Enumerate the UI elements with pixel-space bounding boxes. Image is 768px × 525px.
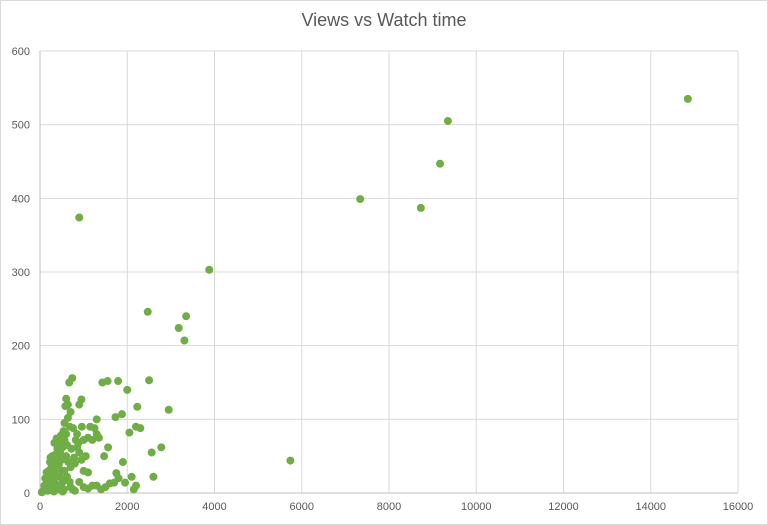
y-tick-labels: 0 100 200 300 400 500 600 [12,46,30,500]
data-point [104,443,113,452]
data-point [70,486,79,495]
data-point [121,478,130,487]
data-point [60,419,69,428]
data-point [145,376,154,385]
data-point [416,203,425,212]
data-point [88,435,97,444]
data-point [123,385,132,394]
data-point [48,463,57,472]
data-point [67,444,76,453]
data-point [70,453,79,462]
x-tick-label: 14000 [635,501,666,513]
data-point [111,413,120,422]
data-point [59,427,68,436]
data-point [94,433,103,442]
data-point [133,402,142,411]
data-point [54,440,63,449]
y-tick-label: 400 [12,193,30,205]
grid-lines [40,50,739,493]
data-point [118,458,127,467]
x-tick-label: 4000 [202,501,226,513]
x-tick-label: 16000 [723,501,754,513]
data-point [286,456,295,465]
data-point [149,472,158,481]
data-point [114,377,123,386]
data-point [92,415,101,424]
data-point [79,466,88,475]
data-point [174,323,183,332]
x-tick-label: 12000 [548,501,579,513]
data-point [37,488,46,497]
x-tick-label: 2000 [115,501,139,513]
data-point [83,484,92,493]
data-point [66,463,75,472]
x-tick-label: 8000 [377,501,401,513]
data-point [98,378,107,387]
data-point [86,422,95,431]
y-tick-label: 0 [24,488,30,500]
data-point [74,438,83,447]
data-point [75,213,84,222]
data-point [44,472,53,481]
data-point [182,312,191,321]
y-tick-label: 600 [12,46,30,58]
data-point [49,487,58,496]
y-tick-label: 200 [12,341,30,353]
data-point [131,422,140,431]
data-point [127,472,136,481]
data-point [46,453,55,462]
data-point [75,400,84,409]
data-point [129,485,138,494]
chart-title: Views vs Watch time [301,10,467,30]
x-tick-label: 0 [37,501,43,513]
data-points [37,94,692,497]
data-point [157,443,166,452]
y-tick-label: 100 [12,414,30,426]
data-point [356,195,365,204]
data-point [100,452,109,461]
y-tick-label: 300 [12,267,30,279]
data-point [77,455,86,464]
axis-lines [39,51,738,494]
data-point [205,265,214,274]
data-point [77,422,86,431]
data-point [69,424,78,433]
data-point [97,485,106,494]
x-tick-label: 6000 [290,501,314,513]
data-point [143,307,152,316]
x-tick-labels: 0 2000 4000 6000 8000 10000 12000 14000 16000 [37,501,753,513]
x-tick-label: 10000 [461,501,492,513]
data-point [65,378,74,387]
data-point [58,487,67,496]
data-point [63,400,72,409]
data-point [164,405,173,414]
data-point [118,410,127,419]
data-point [110,478,119,487]
y-tick-label: 500 [12,120,30,132]
data-point [125,428,134,437]
data-point [443,116,452,125]
data-point [436,159,445,168]
data-point [180,336,189,345]
data-point [147,448,156,457]
data-point [683,94,692,103]
